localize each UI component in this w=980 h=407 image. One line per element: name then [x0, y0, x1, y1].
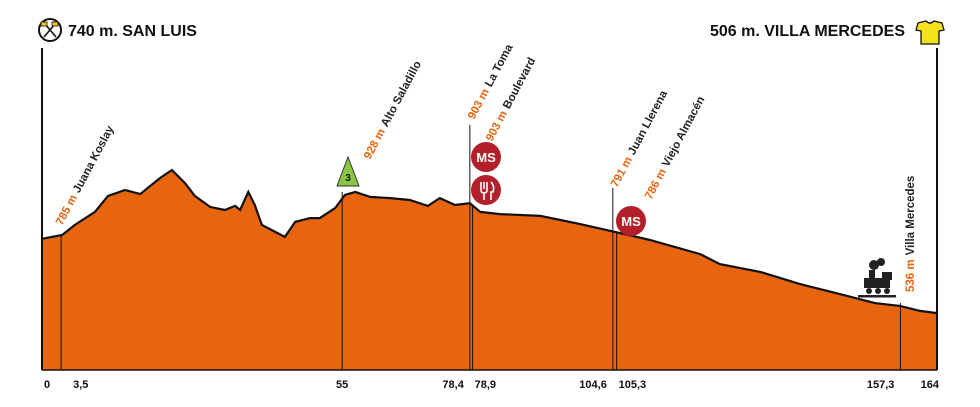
x-tick-label: 0: [44, 379, 50, 391]
x-tick-label: 3,5: [73, 379, 88, 391]
start-icon: [38, 18, 62, 42]
leader-jersey-icon: [915, 20, 945, 45]
sprint-label: MS: [621, 214, 641, 229]
sprint-icon: MS: [471, 142, 501, 172]
kom-icon: 3: [336, 155, 360, 187]
train-icon: [858, 258, 896, 298]
waypoint-name: Alto Saladillo: [379, 59, 424, 129]
x-tick-label: 78,4: [442, 379, 464, 391]
waypoint-altitude: 928 m: [362, 127, 388, 161]
waypoint-name: Juan Llerena: [626, 88, 670, 157]
x-tick-label: 104,6: [579, 379, 607, 391]
finish-label: 506 m. VILLA MERCEDES: [710, 23, 905, 40]
waypoint-altitude: 786 m: [643, 167, 669, 201]
profile-area: [42, 170, 937, 370]
waypoint-altitude: 903 m: [484, 109, 510, 143]
waypoint-name: Viejo Almacén: [660, 95, 707, 169]
waypoint-altitude: 903 m: [466, 87, 492, 121]
waypoint-altitude: 791 m: [609, 155, 635, 189]
x-tick-label: 105,3: [619, 379, 647, 391]
waypoint-name: Juana Koslay: [71, 123, 117, 195]
waypoint-label: 928 mAlto Saladillo: [362, 59, 424, 161]
waypoint-name: La Toma: [483, 42, 516, 89]
profile-line: [41, 168, 938, 315]
sprint-icon: MS: [616, 206, 646, 236]
waypoint-altitude: 785 m: [54, 193, 80, 227]
kom-category: 3: [345, 173, 351, 184]
x-tick-label: 164: [921, 379, 940, 391]
start-label: 740 m. SAN LUIS: [68, 23, 197, 40]
feed-zone-icon: [471, 175, 501, 205]
x-tick-label: 55: [336, 379, 348, 391]
x-tick-label: 157,3: [867, 379, 895, 391]
sprint-label: MS: [476, 150, 496, 165]
x-tick-label: 78,9: [475, 379, 496, 391]
waypoint-altitude: 536 m: [905, 259, 917, 292]
waypoint-name: Villa Mercedes: [905, 176, 917, 256]
waypoint-label: 536 m Villa Mercedes: [905, 176, 917, 292]
